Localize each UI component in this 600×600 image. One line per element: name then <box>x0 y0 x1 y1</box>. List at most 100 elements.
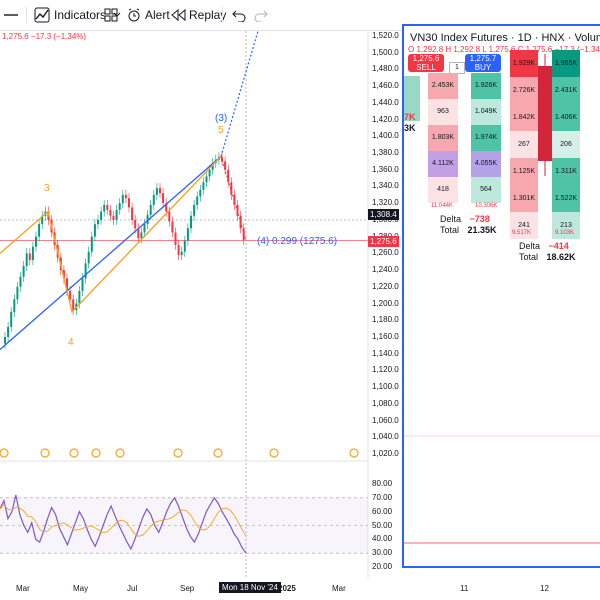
candle-body <box>227 169 230 183</box>
wave-label-4: 4 <box>68 337 74 348</box>
candle-body <box>221 157 223 162</box>
footprint-cell: 564 <box>471 177 501 203</box>
price-axis-label: 1,480.0 <box>372 64 399 74</box>
candle-body <box>124 194 127 199</box>
candle-body <box>109 209 112 216</box>
footprint-cell: 267 <box>510 131 538 158</box>
candle-body <box>162 193 165 204</box>
crosshair-tool-icon[interactable] <box>2 0 20 30</box>
price-chart-canvas[interactable] <box>0 31 400 600</box>
candle-body <box>128 198 130 208</box>
side-letter: 7K <box>404 112 416 122</box>
event-marker-icon <box>91 448 101 458</box>
delta-label: Delta <box>519 241 541 251</box>
candle-body <box>155 188 158 195</box>
price-axis-label: 1,500.0 <box>372 47 399 57</box>
event-marker-icon <box>269 448 279 458</box>
candle-body <box>72 299 75 311</box>
candle-body <box>202 182 205 190</box>
price-axis-label: 1,260.0 <box>372 248 399 258</box>
layout-grid-icon <box>104 8 118 22</box>
footprint-cell: 206 <box>552 131 580 158</box>
footprint-canvas[interactable] <box>404 26 600 566</box>
candle-body <box>134 219 137 229</box>
wave-label-3: 3 <box>44 183 50 194</box>
candle-body <box>152 194 155 205</box>
footprint-cell: 1.301K <box>510 185 538 212</box>
delta-value: −738 <box>469 214 490 224</box>
price-axis-label: 1,320.0 <box>372 198 399 208</box>
buy-price: 1,275.7 <box>469 54 497 63</box>
footprint-column-total: 9.103K <box>555 230 575 236</box>
ohlc-change: 1,275.6 −17.3 (−1.34%) <box>2 32 87 41</box>
candle-body <box>66 278 68 291</box>
alarm-clock-icon <box>128 8 140 22</box>
indicators-label: Indicators <box>54 8 107 22</box>
top-toolbar: Indicators Alert Replay <box>0 0 600 31</box>
indicators-button[interactable]: Indicators <box>34 0 122 30</box>
price-axis-label: 1,140.0 <box>372 348 399 358</box>
replay-label: Replay <box>189 8 227 22</box>
candle-body <box>143 224 146 233</box>
correction-line <box>220 156 247 241</box>
price-axis-label: 1,080.0 <box>372 398 399 408</box>
price-axis-label: 1,340.0 <box>372 181 399 191</box>
price-axis-label: 1,220.0 <box>372 281 399 291</box>
main-chart-pane[interactable] <box>0 31 400 600</box>
buy-button[interactable]: 1,275.7 BUY <box>465 54 501 72</box>
footprint-cell: 1.965K <box>552 50 580 77</box>
total-value: 18.62K <box>546 252 576 262</box>
footprint-cell: 1.803K <box>428 125 458 151</box>
total-label: Total <box>440 225 460 235</box>
price-axis-label: 1,120.0 <box>372 365 399 375</box>
price-axis-label: 1,400.0 <box>372 131 399 141</box>
price-axis-label: 1,380.0 <box>372 148 399 158</box>
wave-label-3-paren: (3) <box>215 113 228 124</box>
candle-body <box>62 270 65 279</box>
candle-body <box>87 251 90 264</box>
last-price-tag: 1,308.4 <box>368 209 399 220</box>
footprint-time-label: 11 <box>460 584 469 593</box>
rsi-axis-label: 80.00 <box>372 479 393 488</box>
templates-button[interactable] <box>104 0 118 30</box>
candle-body <box>146 214 149 225</box>
footprint-cell: 1.049K <box>471 99 501 125</box>
candle-body <box>93 224 96 237</box>
rsi-axis-label: 30.00 <box>372 548 393 558</box>
footprint-cell: 963 <box>428 99 458 125</box>
candle-body <box>69 290 72 300</box>
undo-button[interactable] <box>232 0 246 30</box>
redo-button[interactable] <box>254 0 268 30</box>
candle-body <box>183 240 186 252</box>
price-axis-label: 1,020.0 <box>372 449 399 458</box>
candle-body <box>81 278 84 291</box>
crosshair-date: Mon 18 Nov '24 <box>219 582 281 593</box>
side-letter: 3K <box>404 123 416 133</box>
candle-body <box>199 189 202 197</box>
candle-body <box>190 215 192 229</box>
alert-button[interactable]: Alert <box>126 0 170 30</box>
candle-body <box>149 204 152 215</box>
candle-body <box>106 204 109 210</box>
toolbar-divider <box>222 7 223 23</box>
candle-body <box>159 188 161 194</box>
event-marker-icon <box>115 448 125 458</box>
candle-body <box>224 161 227 170</box>
price-axis-label: 1,520.0 <box>372 31 399 40</box>
rsi-ma-line <box>0 504 247 537</box>
replay-button[interactable]: Replay <box>170 0 226 30</box>
event-marker-icon <box>40 448 50 458</box>
price-axis-label: 1,180.0 <box>372 315 399 325</box>
candle-body <box>115 209 118 220</box>
footprint-cell: 241 <box>510 212 538 239</box>
time-label: Jul <box>127 584 138 593</box>
sell-price: 1,275.6 <box>412 54 440 63</box>
projection-line <box>220 31 259 157</box>
candle-body <box>230 182 233 195</box>
event-marker-icon <box>213 448 223 458</box>
candle-body <box>41 215 44 225</box>
candle-body <box>97 219 99 225</box>
footprint-cell: 1.926K <box>471 73 501 99</box>
candle-body <box>177 245 180 256</box>
sell-button[interactable]: 1,275.6 SELL <box>408 54 444 72</box>
